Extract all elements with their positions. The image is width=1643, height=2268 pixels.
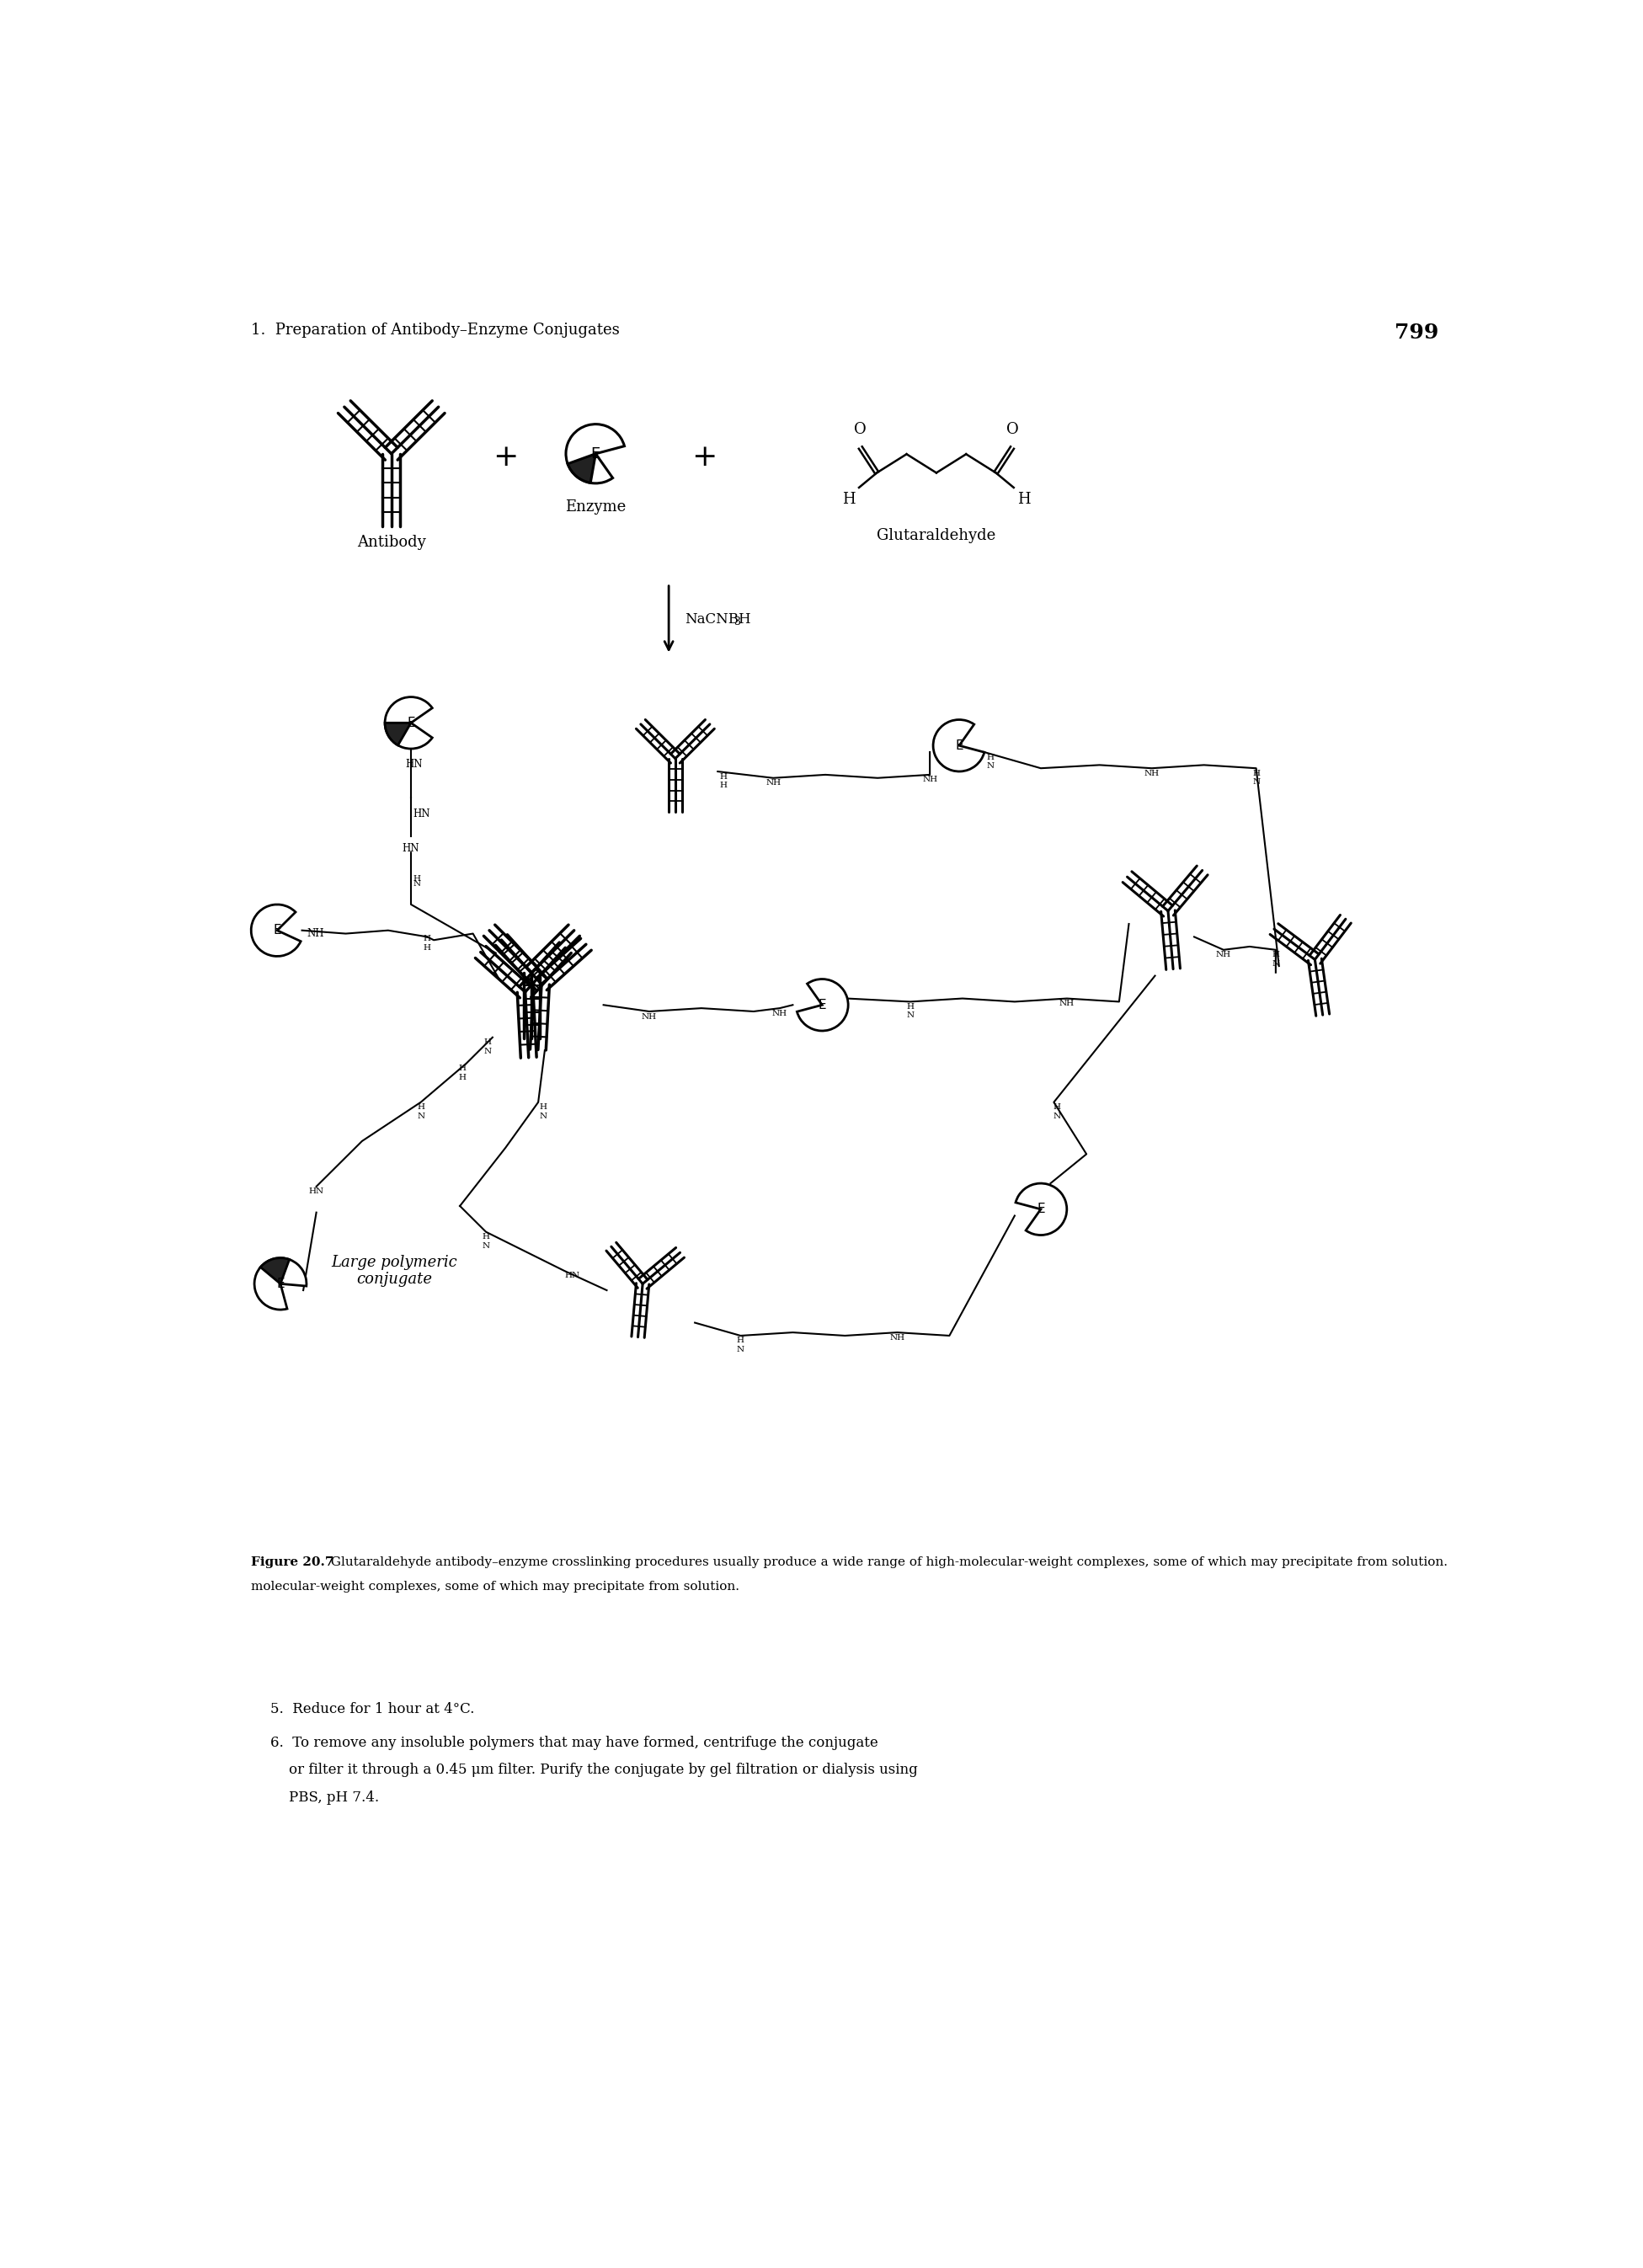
Text: 799: 799: [1395, 322, 1439, 342]
Text: NaCNBH: NaCNBH: [685, 612, 751, 626]
Text: 1.  Preparation of Antibody–Enzyme Conjugates: 1. Preparation of Antibody–Enzyme Conjug…: [251, 322, 619, 338]
Text: Enzyme: Enzyme: [565, 499, 626, 515]
Text: 3: 3: [734, 617, 741, 628]
Text: O: O: [854, 422, 866, 438]
Text: H: H: [1017, 492, 1030, 506]
Text: NH: NH: [922, 776, 938, 785]
Wedge shape: [384, 696, 432, 748]
Text: Antibody: Antibody: [357, 535, 426, 549]
Text: E: E: [407, 717, 416, 730]
Text: NH: NH: [889, 1334, 905, 1340]
Text: H
N: H N: [986, 753, 994, 769]
Wedge shape: [565, 424, 624, 483]
Text: H: H: [841, 492, 854, 506]
Text: 5.  Reduce for 1 hour at 4°C.: 5. Reduce for 1 hour at 4°C.: [271, 1701, 475, 1717]
Text: E: E: [273, 923, 281, 937]
Text: Figure 20.7: Figure 20.7: [251, 1556, 334, 1567]
Wedge shape: [261, 1259, 289, 1284]
Text: NH: NH: [766, 780, 780, 787]
Text: NH: NH: [1144, 769, 1160, 778]
Text: 6.  To remove any insoluble polymers that may have formed, centrifuge the conjug: 6. To remove any insoluble polymers that…: [271, 1735, 879, 1751]
Text: O: O: [1006, 422, 1019, 438]
Text: or filter it through a 0.45 μm filter. Purify the conjugate by gel filtration or: or filter it through a 0.45 μm filter. P…: [289, 1762, 918, 1778]
Text: H
H: H H: [458, 1064, 467, 1082]
Text: H
N: H N: [481, 1234, 490, 1250]
Wedge shape: [255, 1259, 307, 1309]
Text: HN: HN: [564, 1272, 580, 1279]
Text: +: +: [493, 442, 519, 472]
Text: NH: NH: [772, 1009, 787, 1016]
Text: HN: HN: [406, 758, 422, 769]
Text: H
H: H H: [424, 934, 430, 950]
Text: H
N: H N: [417, 1105, 424, 1120]
Text: Glutaraldehyde: Glutaraldehyde: [877, 528, 996, 544]
Text: PBS, pH 7.4.: PBS, pH 7.4.: [289, 1789, 380, 1805]
Text: E: E: [1037, 1202, 1045, 1216]
Wedge shape: [1015, 1184, 1066, 1236]
Text: N: N: [412, 880, 421, 887]
Text: HN: HN: [309, 1188, 324, 1195]
Wedge shape: [797, 980, 848, 1032]
Text: H
H: H H: [720, 773, 728, 789]
Text: HN: HN: [412, 807, 430, 819]
Text: H
N: H N: [1053, 1105, 1061, 1120]
Text: E: E: [591, 447, 600, 460]
Text: NH: NH: [1216, 950, 1231, 959]
Wedge shape: [568, 454, 596, 483]
Text: H
N: H N: [483, 1039, 491, 1055]
Text: E: E: [818, 998, 826, 1012]
Wedge shape: [933, 719, 984, 771]
Text: H
N: H N: [1272, 950, 1280, 968]
Text: E: E: [276, 1277, 284, 1290]
Text: molecular-weight complexes, some of which may precipitate from solution.: molecular-weight complexes, some of whic…: [251, 1581, 739, 1592]
Text: H
N: H N: [907, 1002, 914, 1018]
Text: E: E: [955, 739, 963, 753]
Wedge shape: [251, 905, 301, 957]
Text: H
N: H N: [1252, 769, 1260, 787]
Text: H: H: [412, 875, 421, 882]
Text: NH: NH: [307, 928, 324, 939]
Text: NH: NH: [641, 1014, 657, 1021]
Text: Large polymeric
conjugate: Large polymeric conjugate: [332, 1254, 458, 1288]
Text: HN: HN: [403, 844, 419, 853]
Text: +: +: [692, 442, 718, 472]
Text: H
N: H N: [539, 1105, 547, 1120]
Text: H
N: H N: [736, 1336, 744, 1354]
Text: NH: NH: [1060, 1000, 1075, 1007]
Text: Glutaraldehyde antibody–enzyme crosslinking procedures usually produce a wide ra: Glutaraldehyde antibody–enzyme crosslink…: [324, 1556, 1447, 1567]
Wedge shape: [384, 723, 411, 746]
